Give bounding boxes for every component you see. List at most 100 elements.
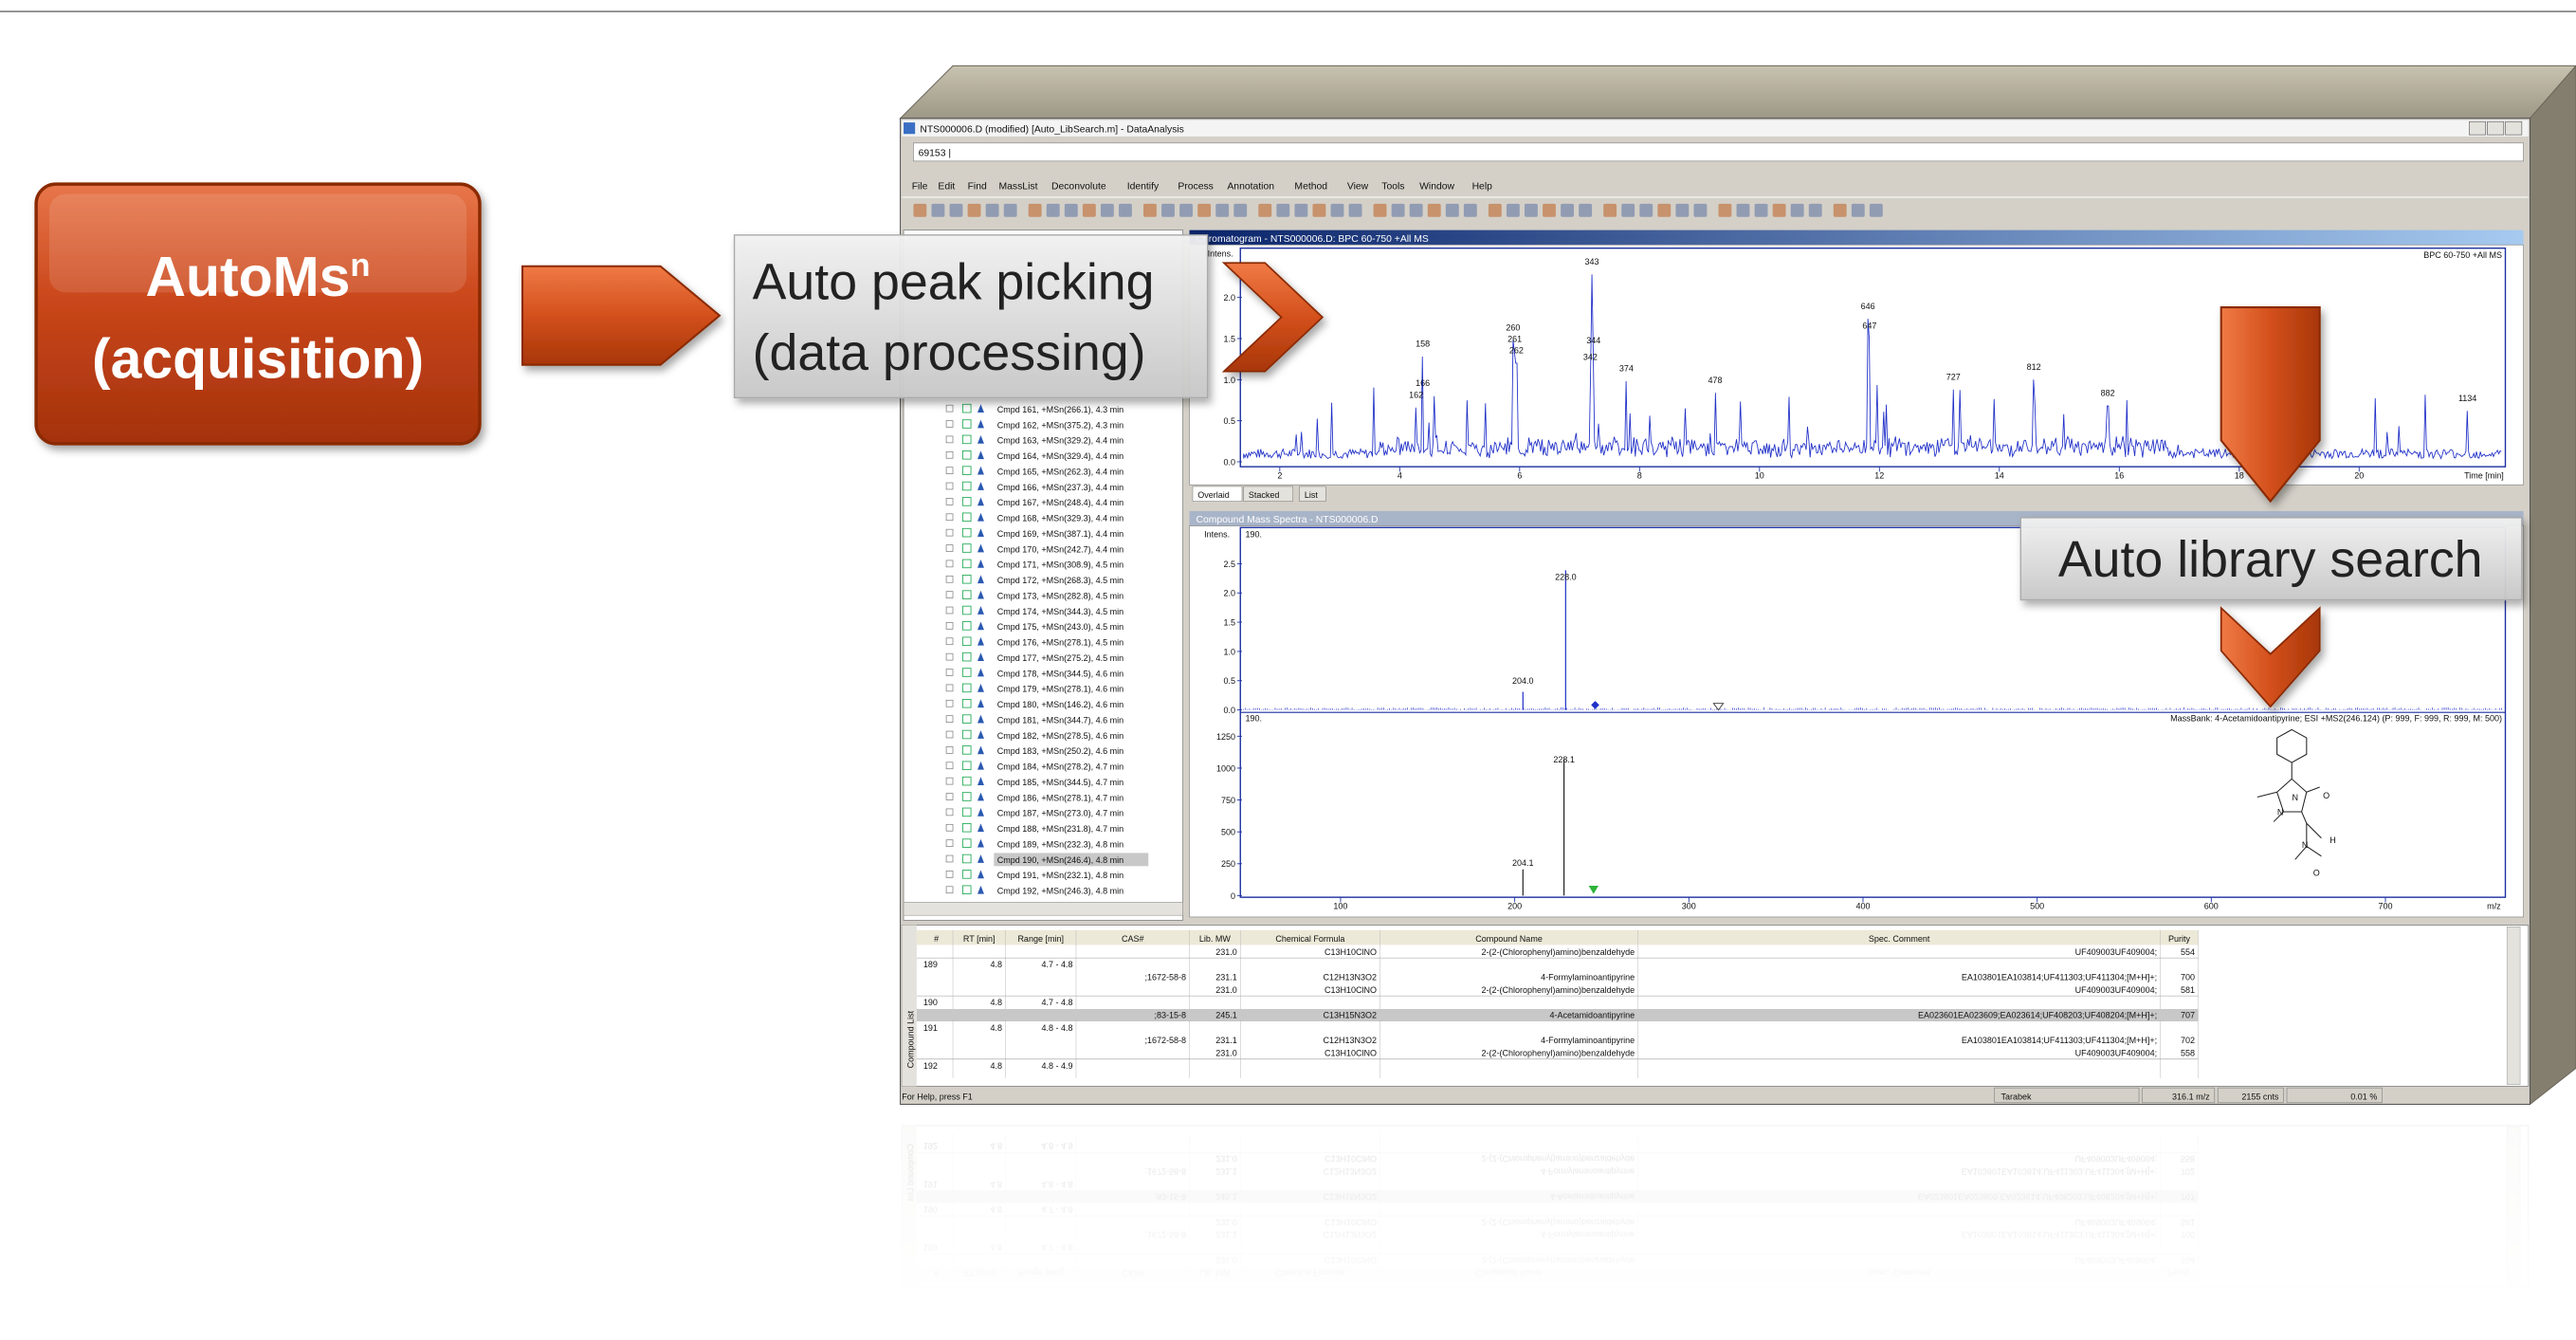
checkbox[interactable] [962, 420, 971, 429]
toolbar-button[interactable] [1852, 204, 1865, 217]
checkbox[interactable] [962, 793, 971, 801]
checkbox[interactable] [962, 467, 971, 475]
expander[interactable] [946, 794, 953, 800]
compound-item[interactable]: Cmpd 164, +MSn(329.4), 4.4 min [997, 451, 1124, 461]
compound-item[interactable]: Cmpd 192, +MSn(246.3), 4.8 min [997, 887, 1124, 896]
expander[interactable] [946, 607, 953, 614]
menu-item[interactable]: Window [1419, 181, 1454, 192]
expander[interactable] [946, 498, 953, 505]
table-cell[interactable]: C13H10ClNO [1325, 947, 1377, 957]
compound-item[interactable]: Cmpd 180, +MSn(146.2), 4.6 min [997, 700, 1124, 709]
table-cell[interactable]: 4-Acetamidoantipyrine [1550, 1011, 1635, 1020]
table-cell[interactable]: 190 [923, 998, 938, 1007]
checkbox[interactable] [962, 404, 971, 413]
expander[interactable] [946, 809, 953, 816]
table-cell[interactable]: ;1672-58-8 [1145, 1036, 1187, 1045]
table-cell[interactable]: C13H15N3O2 [1324, 1011, 1378, 1020]
column-header[interactable]: Chemical Formula [1275, 934, 1344, 944]
table-cell[interactable]: 4-Formylaminoantipyrine [1541, 972, 1635, 982]
table-cell[interactable]: 581 [2181, 985, 2195, 995]
compound-item[interactable]: Cmpd 167, +MSn(248.4), 4.4 min [997, 498, 1124, 507]
table-cell[interactable]: C12H13N3O2 [1324, 972, 1378, 982]
compound-item[interactable]: Cmpd 173, +MSn(282.8), 4.5 min [997, 591, 1124, 600]
compound-item[interactable]: Cmpd 178, +MSn(344.5), 4.6 min [997, 669, 1124, 678]
toolbar-button[interactable] [950, 204, 963, 217]
toolbar-button[interactable] [1101, 204, 1114, 217]
table-cell[interactable]: 4.8 [990, 960, 1002, 969]
window-button[interactable] [2487, 121, 2503, 135]
toolbar-button[interactable] [1119, 204, 1132, 217]
table-cell[interactable]: 231.1 [1215, 1036, 1237, 1045]
toolbar-button[interactable] [968, 204, 981, 217]
checkbox[interactable] [962, 560, 971, 568]
toolbar-button[interactable] [1047, 204, 1060, 217]
compound-item[interactable]: Cmpd 186, +MSn(278.1), 4.7 min [997, 793, 1124, 802]
column-header[interactable]: RT [min] [963, 934, 996, 944]
table-cell[interactable]: 700 [2181, 972, 2195, 982]
expander[interactable] [946, 824, 953, 831]
expander[interactable] [946, 700, 953, 707]
expander[interactable] [946, 468, 953, 474]
checkbox[interactable] [962, 715, 971, 724]
column-header[interactable]: # [934, 934, 939, 944]
toolbar-button[interactable] [1675, 204, 1689, 217]
checkbox[interactable] [962, 528, 971, 537]
toolbar-button[interactable] [1065, 204, 1078, 217]
toolbar-button[interactable] [1693, 204, 1707, 217]
toolbar-button[interactable] [1561, 204, 1574, 217]
toolbar-button[interactable] [1755, 204, 1768, 217]
table-cell[interactable]: 4.8 - 4.9 [1041, 1061, 1072, 1071]
checkbox[interactable] [962, 746, 971, 755]
toolbar-button[interactable] [1603, 204, 1617, 217]
table-cell[interactable]: 231.0 [1215, 947, 1237, 957]
menu-item[interactable]: Tools [1381, 181, 1404, 192]
toolbar-button[interactable] [1179, 204, 1193, 217]
checkbox[interactable] [962, 777, 971, 785]
table-cell[interactable]: UF409003UF409004; [2075, 1049, 2158, 1058]
checkbox[interactable] [962, 450, 971, 459]
toolbar-button[interactable] [1392, 204, 1405, 217]
toolbar-button[interactable] [1657, 204, 1671, 217]
toolbar-button[interactable] [986, 204, 999, 217]
compound-item[interactable]: Cmpd 175, +MSn(243.0), 4.5 min [997, 622, 1124, 632]
menu-item[interactable]: Identify [1127, 181, 1160, 192]
table-cell[interactable]: 2-(2-(Chlorophenyl)amino)benzaldehyde [1482, 1049, 1635, 1058]
table-cell[interactable]: 4.7 - 4.8 [1041, 998, 1072, 1007]
table-cell[interactable]: 4.8 [990, 1023, 1002, 1033]
compound-item[interactable]: Cmpd 187, +MSn(273.0), 4.7 min [997, 809, 1124, 818]
compound-item[interactable]: Cmpd 170, +MSn(242.7), 4.4 min [997, 544, 1124, 554]
checkbox[interactable] [962, 435, 971, 444]
toolbar-button[interactable] [1639, 204, 1653, 217]
toolbar-button[interactable] [1161, 204, 1175, 217]
toolbar-button[interactable] [1233, 204, 1247, 217]
toolbar-button[interactable] [1718, 204, 1731, 217]
checkbox[interactable] [962, 699, 971, 707]
compound-item[interactable]: Cmpd 161, +MSn(266.1), 4.3 min [997, 405, 1124, 414]
column-header[interactable]: Lib. MW [1199, 934, 1232, 944]
expander[interactable] [946, 716, 953, 723]
toolbar-button[interactable] [1773, 204, 1786, 217]
toolbar-button[interactable] [1464, 204, 1477, 217]
table-cell[interactable]: 191 [923, 1023, 938, 1033]
table-cell[interactable]: 231.0 [1215, 985, 1237, 995]
table-cell[interactable]: 231.1 [1215, 972, 1237, 982]
compound-item[interactable]: Cmpd 191, +MSn(232.1), 4.8 min [997, 871, 1124, 880]
expander[interactable] [946, 855, 953, 862]
expander[interactable] [946, 421, 953, 428]
toolbar-button[interactable] [1579, 204, 1592, 217]
toolbar-button[interactable] [1276, 204, 1289, 217]
compound-item[interactable]: Cmpd 165, +MSn(262.3), 4.4 min [997, 467, 1124, 476]
table-cell[interactable]: UF409003UF409004; [2075, 947, 2158, 957]
window-button[interactable] [2469, 121, 2485, 135]
table-cell[interactable]: EA103801EA103814;UF411303;UF411304;[M+H]… [1962, 972, 2157, 982]
tab-label[interactable]: Stacked [1249, 490, 1280, 500]
table-cell[interactable]: ;1672-58-8 [1145, 972, 1187, 982]
menu-item[interactable]: File [912, 181, 928, 192]
expander[interactable] [946, 871, 953, 877]
compound-item[interactable]: Cmpd 188, +MSn(231.8), 4.7 min [997, 824, 1124, 834]
toolbar-button[interactable] [1621, 204, 1635, 217]
table-cell[interactable]: 2-(2-(Chlorophenyl)amino)benzaldehyde [1482, 947, 1635, 957]
table-cell[interactable]: 702 [2181, 1036, 2195, 1045]
checkbox[interactable] [962, 637, 971, 646]
checkbox[interactable] [962, 652, 971, 661]
